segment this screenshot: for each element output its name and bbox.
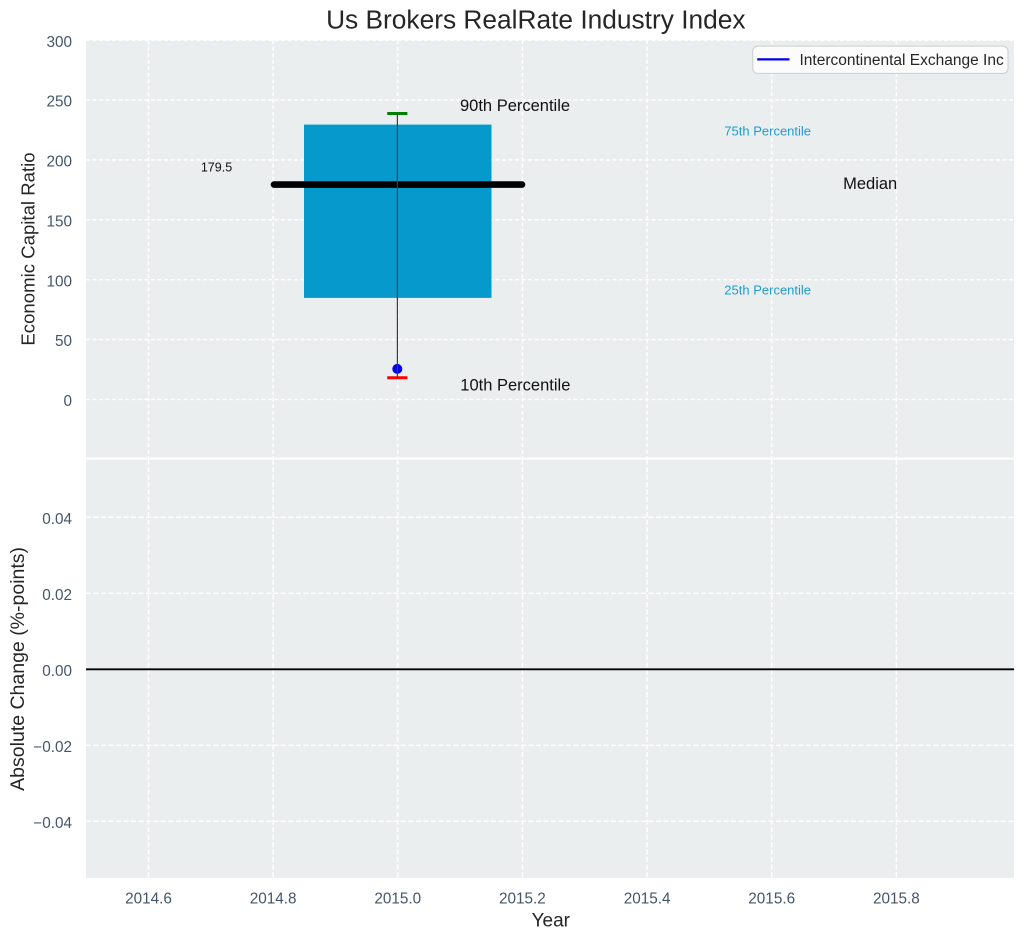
svg-text:2015.2: 2015.2	[499, 890, 546, 907]
svg-text:75th Percentile: 75th Percentile	[724, 124, 811, 139]
svg-text:10th Percentile: 10th Percentile	[460, 376, 570, 394]
svg-text:2014.8: 2014.8	[250, 890, 297, 907]
svg-text:−0.02: −0.02	[33, 739, 72, 756]
svg-text:50: 50	[55, 333, 72, 350]
svg-text:2015.6: 2015.6	[748, 890, 795, 907]
svg-text:100: 100	[46, 273, 72, 290]
svg-text:0.02: 0.02	[42, 587, 72, 604]
svg-text:Year: Year	[532, 911, 571, 932]
svg-text:179.5: 179.5	[201, 160, 232, 174]
svg-text:200: 200	[46, 154, 72, 171]
svg-text:2015.4: 2015.4	[624, 890, 671, 907]
svg-text:Median: Median	[843, 175, 897, 193]
svg-text:2015.8: 2015.8	[873, 890, 920, 907]
svg-text:−0.04: −0.04	[33, 815, 72, 832]
svg-text:2015.0: 2015.0	[374, 890, 421, 907]
svg-text:0.00: 0.00	[42, 663, 72, 680]
svg-text:90th Percentile: 90th Percentile	[460, 97, 570, 115]
svg-text:Intercontinental Exchange Inc: Intercontinental Exchange Inc	[800, 52, 1004, 69]
svg-text:Us Brokers RealRate Industry I: Us Brokers RealRate Industry Index	[326, 5, 745, 35]
svg-text:0: 0	[63, 393, 72, 410]
svg-text:25th Percentile: 25th Percentile	[724, 282, 811, 297]
svg-text:2014.6: 2014.6	[125, 890, 172, 907]
svg-text:Absolute Change (%-points): Absolute Change (%-points)	[7, 547, 29, 791]
svg-text:Economic Capital Ratio: Economic Capital Ratio	[18, 152, 39, 345]
svg-text:0.04: 0.04	[42, 511, 72, 528]
svg-text:250: 250	[46, 94, 72, 111]
svg-text:300: 300	[46, 34, 72, 51]
svg-text:150: 150	[46, 213, 72, 230]
